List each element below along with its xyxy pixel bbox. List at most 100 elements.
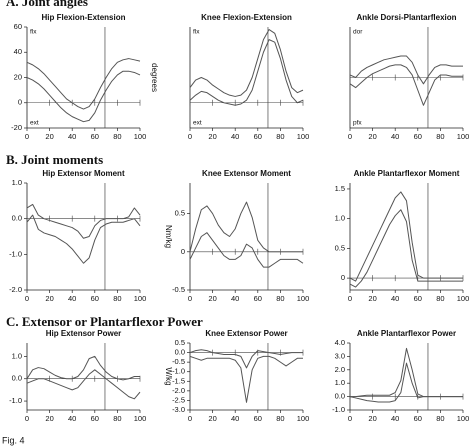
chart-title: Ankle Plantarflexor Power [357, 329, 456, 338]
data-line [189, 232, 304, 268]
y-tick-label: -3.0 [172, 405, 185, 414]
data-line [189, 29, 304, 97]
x-tick-label: 0 [348, 294, 352, 303]
y-tick-label: 0.5 [175, 209, 185, 218]
annotation: pfx [353, 120, 362, 127]
data-line [26, 203, 141, 239]
x-tick-label: 100 [457, 132, 470, 141]
chart-title: Ankle Dorsi-Plantarflexion [356, 13, 456, 22]
x-tick-label: 20 [368, 414, 376, 423]
x-tick-label: 20 [368, 132, 376, 141]
x-tick-label: 20 [45, 414, 53, 423]
y-tick-label: 0 [181, 247, 185, 256]
x-tick-label: 0 [25, 414, 29, 423]
x-tick-label: 60 [254, 132, 262, 141]
data-line [349, 55, 463, 85]
data-line [189, 349, 303, 369]
y-tick-label: 1.0 [12, 178, 22, 187]
data-line [189, 201, 303, 253]
section-heading: B. Joint moments [6, 152, 103, 167]
x-tick-label: 100 [297, 294, 310, 303]
y-tick-label: -1.0 [9, 396, 22, 405]
chart-title: Hip Extensor Moment [42, 169, 125, 178]
x-tick-label: 100 [457, 414, 470, 423]
y-tick-label: -20 [11, 123, 22, 132]
x-tick-label: 60 [91, 294, 99, 303]
y-tick-label: 2.0 [335, 365, 345, 374]
x-tick-label: 40 [68, 132, 76, 141]
x-tick-label: 0 [188, 414, 192, 423]
x-tick-label: 80 [113, 132, 121, 141]
data-line [350, 347, 463, 398]
data-line [349, 64, 463, 106]
x-tick-label: 0 [348, 132, 352, 141]
annotation: ext [193, 120, 202, 127]
y-tick-label: 0.5 [175, 338, 185, 347]
y-tick-label: -1.0 [172, 367, 185, 376]
y-tick-label: -1.0 [9, 249, 22, 258]
y-axis-label: degrees [150, 63, 159, 92]
x-tick-label: 100 [457, 294, 470, 303]
x-tick-label: 60 [91, 414, 99, 423]
x-tick-label: 0 [348, 414, 352, 423]
y-tick-label: -1.5 [172, 376, 185, 385]
chart-title: Ankle Plantarflexor Moment [354, 169, 460, 178]
data-line [189, 355, 303, 403]
data-line [26, 70, 141, 123]
x-tick-label: 60 [414, 294, 422, 303]
x-tick-label: 40 [231, 132, 239, 141]
chart-title: Hip Flexion-Extension [41, 13, 125, 22]
annotation: flx [30, 29, 37, 36]
x-tick-label: 60 [414, 414, 422, 423]
y-tick-label: 60 [14, 22, 22, 31]
section-heading: A. Joint angles [6, 0, 88, 9]
y-tick-label: 0 [18, 98, 22, 107]
x-tick-label: 0 [188, 132, 192, 141]
y-tick-label: 0.0 [175, 348, 185, 357]
y-tick-label: 40 [14, 47, 22, 56]
y-tick-label: 0.5 [335, 243, 345, 252]
x-tick-label: 60 [254, 294, 262, 303]
y-tick-label: 0 [341, 273, 345, 282]
x-tick-label: 40 [68, 294, 76, 303]
y-tick-label: -0.5 [172, 285, 185, 294]
x-tick-label: 40 [231, 414, 239, 423]
y-tick-label: 0.0 [12, 374, 22, 383]
y-tick-label: -1.0 [332, 405, 345, 414]
x-tick-label: 20 [208, 132, 216, 141]
x-tick-label: 0 [188, 294, 192, 303]
y-tick-label: -2.0 [172, 386, 185, 395]
y-tick-label: -0.5 [172, 357, 185, 366]
data-line [349, 362, 463, 403]
y-tick-label: 4.0 [335, 338, 345, 347]
chart-title: Hip Extensor Power [46, 329, 122, 338]
x-tick-label: 20 [45, 294, 53, 303]
x-tick-label: 40 [231, 294, 239, 303]
annotation: ext [30, 120, 39, 127]
y-tick-label: 3.0 [335, 351, 345, 360]
chart-title: Knee Extensor Power [205, 329, 287, 338]
x-tick-label: 40 [391, 132, 399, 141]
y-tick-label: 20 [14, 72, 22, 81]
x-tick-label: 100 [297, 414, 310, 423]
x-tick-label: 100 [134, 294, 147, 303]
y-tick-label: 1.0 [335, 378, 345, 387]
x-tick-label: 60 [414, 132, 422, 141]
x-tick-label: 0 [25, 132, 29, 141]
data-line [26, 58, 141, 110]
annotation: dor [353, 29, 363, 36]
x-tick-label: 20 [368, 294, 376, 303]
data-line [26, 369, 141, 400]
chart-title: Knee Flexion-Extension [201, 13, 292, 22]
x-tick-label: 20 [45, 132, 53, 141]
data-line [349, 191, 463, 282]
x-tick-label: 0 [25, 294, 29, 303]
x-tick-label: 40 [391, 294, 399, 303]
x-tick-label: 20 [208, 294, 216, 303]
y-axis-label: Nm/kg [164, 225, 173, 248]
x-tick-label: 60 [254, 414, 262, 423]
x-tick-label: 20 [208, 414, 216, 423]
x-tick-label: 80 [436, 414, 444, 423]
caption: Fig. 4 [2, 435, 25, 445]
